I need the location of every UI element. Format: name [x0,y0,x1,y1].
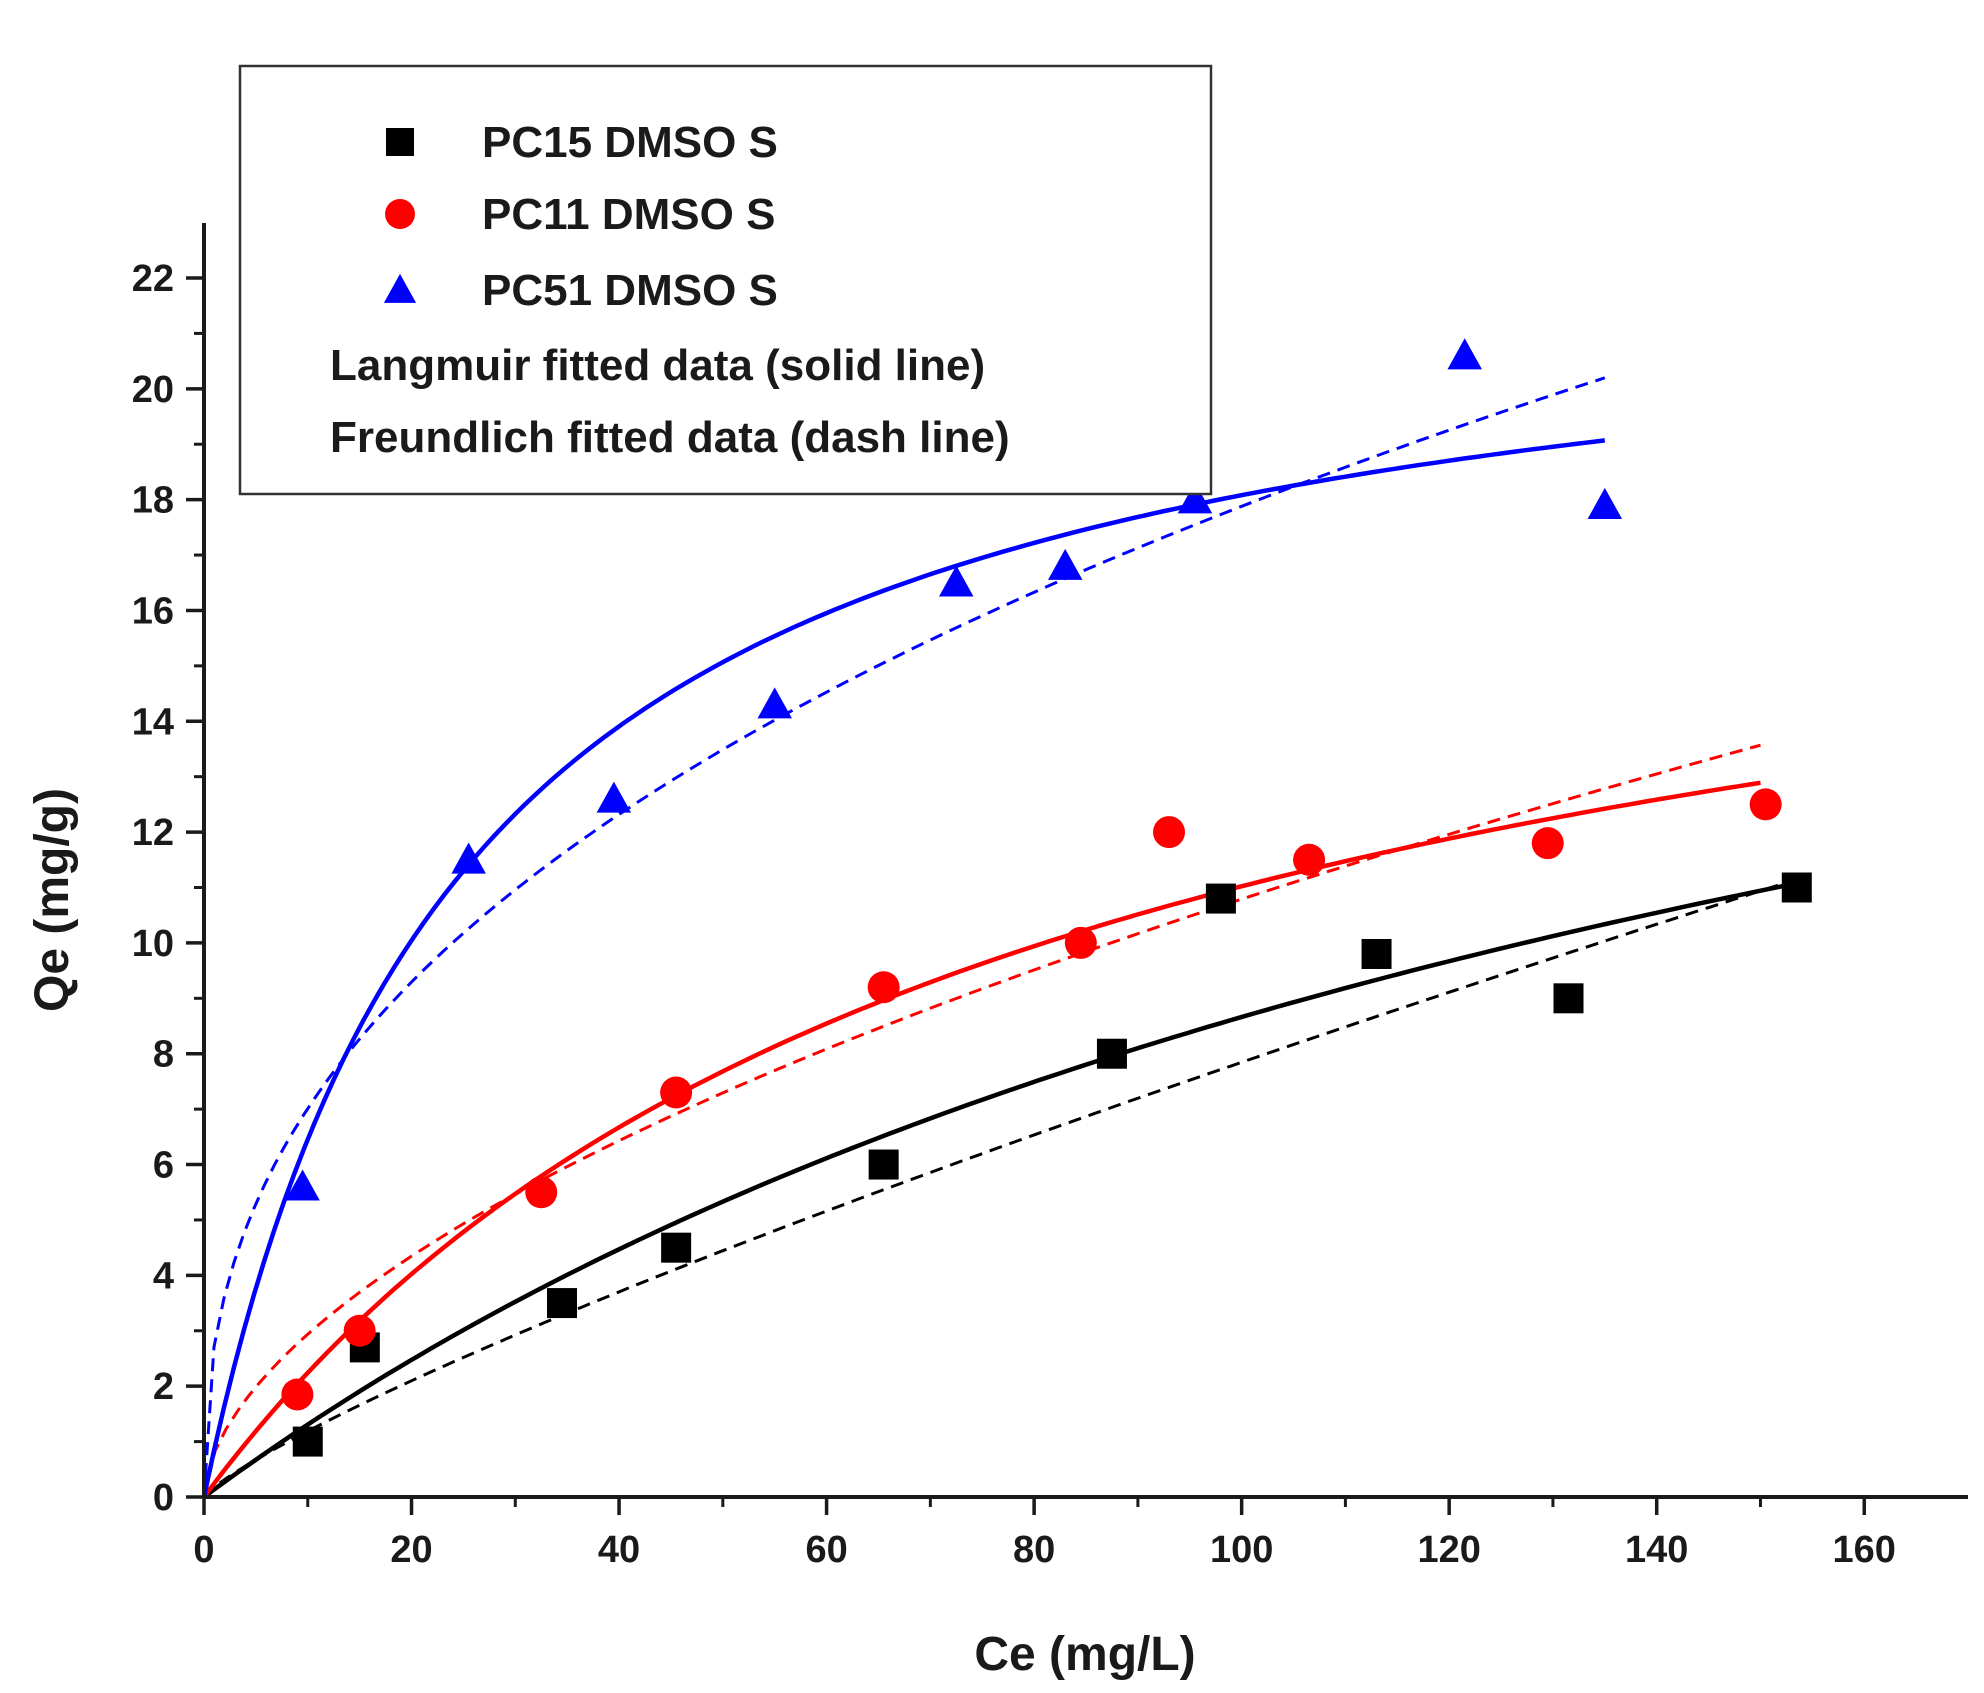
fit-lines [201,376,1803,1499]
y-tick-label: 6 [153,1145,174,1187]
legend-marker [383,273,417,303]
data-point [546,1288,577,1319]
data-point [525,1176,558,1209]
y-tick-label: 14 [132,701,174,743]
y-tick-label: 12 [132,812,174,854]
data-point [1781,872,1812,903]
data-point [451,842,486,874]
data-point [1553,983,1584,1014]
freundlich-fit-line [202,743,1761,1498]
langmuir-fit-line [202,880,1803,1499]
data-point [1177,482,1213,514]
data-point [868,1149,899,1180]
data-point [1064,926,1097,959]
x-tick-label: 100 [1210,1529,1273,1571]
data-point [1749,788,1782,821]
data-point [285,1169,320,1201]
y-tick-label: 8 [153,1034,174,1076]
legend-label: PC51 DMSO S [482,266,778,315]
legend-label: PC11 DMSO S [482,190,775,239]
data-point [660,1076,693,1109]
legend-note: Freundlich fitted data (dash line) [330,413,1010,462]
data-point [1096,1038,1127,1069]
y-tick-label: 0 [153,1477,174,1519]
legend-marker [386,128,414,156]
y-tick-label: 20 [132,369,174,411]
data-markers [281,338,1812,1457]
langmuir-fit-line [201,438,1606,1498]
x-tick-label: 40 [598,1529,640,1571]
data-point [1153,816,1186,849]
data-point [867,971,900,1004]
legend-marker [385,199,415,229]
data-point [1293,843,1326,876]
x-tick-label: 20 [390,1529,432,1571]
x-tick-label: 160 [1833,1529,1896,1571]
y-tick-label: 18 [132,480,174,522]
data-point [292,1426,323,1457]
x-tick-label: 120 [1417,1529,1480,1571]
data-point [1361,938,1392,969]
x-tick-label: 140 [1625,1529,1688,1571]
data-point [1048,548,1083,580]
x-axis-title: Ce (mg/L) [974,1628,1195,1681]
axes: 0 20 40 60 80 100 120 140 160 0 2 4 6 8 10 12 14 16 18 20 22 [132,223,1968,1571]
freundlich-fit-line [202,376,1606,1498]
freundlich-fit-line [202,876,1803,1499]
legend-note: Langmuir fitted data (solid line) [330,341,985,390]
x-tick-label: 80 [1013,1529,1055,1571]
data-point [343,1314,376,1347]
y-tick-label: 10 [132,923,174,965]
data-point [661,1232,692,1263]
data-point [757,687,792,719]
x-tick-label: 60 [805,1529,847,1571]
data-point [596,781,632,813]
data-point [939,565,974,597]
y-tick-label: 2 [153,1366,174,1408]
y-tick-label: 16 [132,590,174,632]
data-point [281,1378,314,1411]
legend: PC15 DMSO S PC11 DMSO S PC51 DMSO S Langmui… [238,64,1213,496]
data-point [1531,827,1564,860]
y-tick-label: 22 [132,258,174,300]
data-point [1587,487,1623,519]
legend-label: PC15 DMSO S [482,118,778,167]
y-axis-title: Qe (mg/g) [26,788,79,1012]
data-point [1205,883,1236,914]
x-tick-label: 0 [193,1529,214,1571]
y-tick-label: 4 [153,1255,174,1297]
data-point [1447,338,1482,370]
langmuir-fit-line [202,780,1761,1499]
